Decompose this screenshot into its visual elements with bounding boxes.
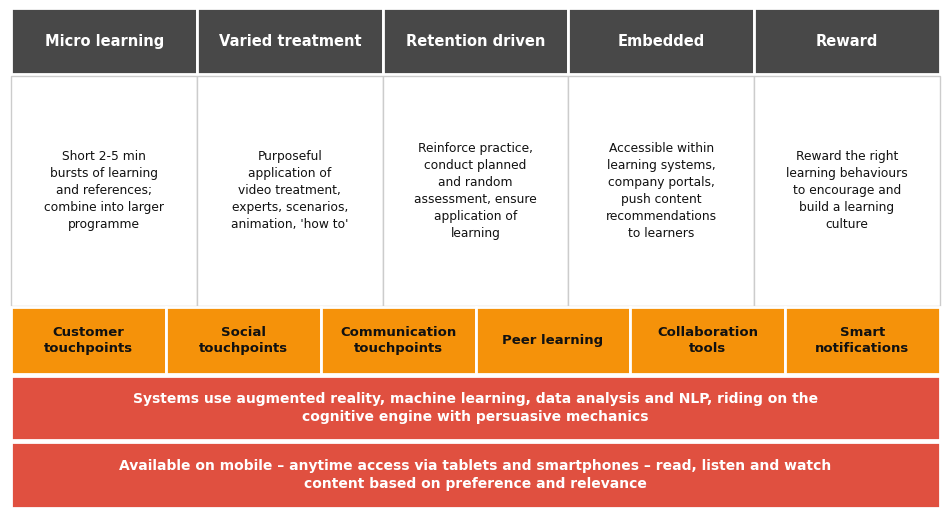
Text: Social
touchpoints: Social touchpoints (199, 326, 288, 356)
Text: Reward: Reward (816, 34, 878, 49)
Text: Peer learning: Peer learning (502, 334, 604, 347)
Bar (631, 308, 785, 374)
Bar (11, 376, 940, 440)
Text: Communication
touchpoints: Communication touchpoints (340, 326, 456, 356)
Bar (166, 308, 320, 374)
Text: Collaboration
tools: Collaboration tools (657, 326, 758, 356)
Text: Short 2-5 min
bursts of learning
and references;
combine into larger
programme: Short 2-5 min bursts of learning and ref… (45, 151, 165, 232)
Text: Varied treatment: Varied treatment (219, 34, 361, 49)
Bar (11, 8, 197, 74)
Text: Micro learning: Micro learning (45, 34, 164, 49)
Bar (11, 308, 166, 374)
Text: Retention driven: Retention driven (406, 34, 545, 49)
Bar (11, 76, 197, 306)
Bar (11, 442, 940, 508)
Bar (197, 8, 382, 74)
Bar (754, 8, 940, 74)
Text: Reinforce practice,
conduct planned
and random
assessment, ensure
application of: Reinforce practice, conduct planned and … (414, 142, 537, 240)
Text: Reward the right
learning behaviours
to encourage and
build a learning
culture: Reward the right learning behaviours to … (786, 151, 907, 232)
Text: Systems use augmented reality, machine learning, data analysis and NLP, riding o: Systems use augmented reality, machine l… (133, 392, 818, 424)
Text: Available on mobile – anytime access via tablets and smartphones – read, listen : Available on mobile – anytime access via… (120, 459, 831, 491)
Bar (382, 8, 569, 74)
Bar (569, 8, 754, 74)
Bar (382, 76, 569, 306)
Text: Purposeful
application of
video treatment,
experts, scenarios,
animation, 'how t: Purposeful application of video treatmen… (231, 151, 349, 232)
Text: Customer
touchpoints: Customer touchpoints (44, 326, 133, 356)
Bar (785, 308, 940, 374)
Bar (754, 76, 940, 306)
Text: Accessible within
learning systems,
company portals,
push content
recommendation: Accessible within learning systems, comp… (606, 142, 717, 240)
Bar (197, 76, 382, 306)
Text: Smart
notifications: Smart notifications (815, 326, 909, 356)
Bar (476, 308, 631, 374)
Bar (320, 308, 476, 374)
Bar (569, 76, 754, 306)
Text: Embedded: Embedded (617, 34, 705, 49)
